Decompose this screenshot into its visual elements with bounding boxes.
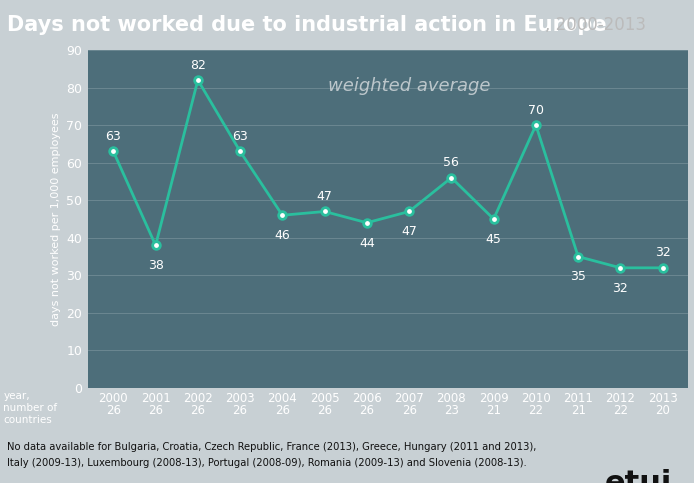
Text: 22: 22 [613,404,628,417]
Text: 20: 20 [655,404,670,417]
Text: 32: 32 [654,246,670,259]
Text: 70: 70 [528,104,544,117]
Text: 26: 26 [317,404,332,417]
Text: 26: 26 [106,404,121,417]
Text: 82: 82 [190,59,206,71]
Text: etui.: etui. [604,469,684,483]
Text: 56: 56 [443,156,459,170]
Text: weighted average: weighted average [328,77,491,95]
Text: 46: 46 [275,229,290,242]
Text: year,
number of
countries: year, number of countries [3,391,58,426]
Y-axis label: days not worked per 1,000 employees: days not worked per 1,000 employees [51,112,61,326]
Text: 44: 44 [359,237,375,250]
Text: 21: 21 [486,404,501,417]
Text: 26: 26 [359,404,374,417]
Text: No data available for Bulgaria, Croatia, Czech Republic, France (2013), Greece, : No data available for Bulgaria, Croatia,… [7,442,536,452]
Text: 26: 26 [275,404,290,417]
Text: 22: 22 [528,404,543,417]
Text: 26: 26 [190,404,205,417]
Text: 26: 26 [232,404,248,417]
Text: 32: 32 [613,282,628,295]
Text: 23: 23 [444,404,459,417]
Text: 21: 21 [570,404,586,417]
Text: 45: 45 [486,233,502,246]
Text: Days not worked due to industrial action in Europe: Days not worked due to industrial action… [7,15,607,35]
Text: Italy (2009-13), Luxembourg (2008-13), Portugal (2008-09), Romania (2009-13) and: Italy (2009-13), Luxembourg (2008-13), P… [7,458,527,468]
Text: 63: 63 [105,130,121,143]
Text: 26: 26 [402,404,416,417]
Text: 47: 47 [401,226,417,239]
Text: 38: 38 [148,259,164,272]
Text: 63: 63 [232,130,248,143]
Text: , 2000-2013: , 2000-2013 [545,16,647,34]
Text: 35: 35 [570,270,586,284]
Text: 26: 26 [148,404,163,417]
Text: 47: 47 [316,190,332,203]
